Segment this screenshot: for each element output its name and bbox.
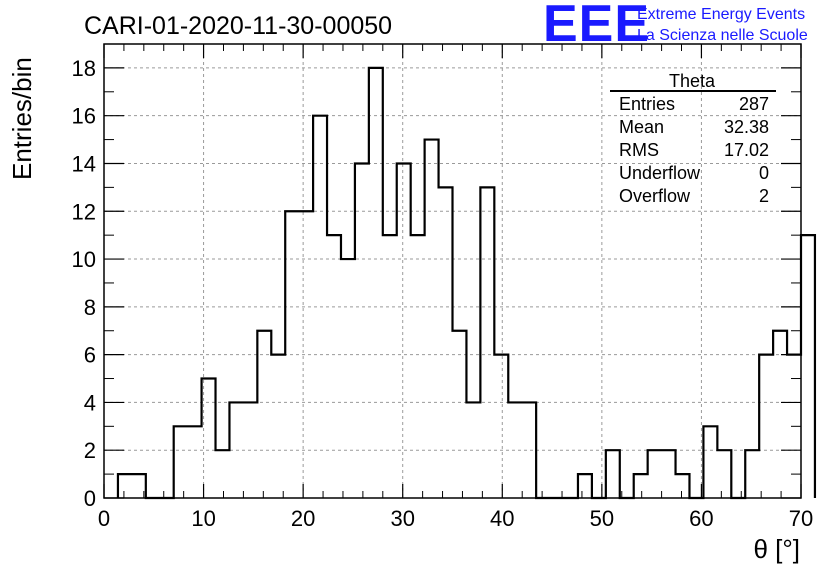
stats-box: Theta Entries 287 Mean 32.38 RMS 17.02 Underfl… [610, 71, 776, 206]
histogram-bin [118, 474, 132, 498]
logo-mark: EEE [543, 0, 650, 53]
stats-value: 2 [759, 186, 769, 206]
histogram-bin [453, 331, 467, 498]
y-axis-title: Entries/bin [7, 57, 37, 180]
histogram-bin [703, 426, 717, 498]
y-tick-label: 18 [72, 56, 96, 81]
y-tick-label: 12 [72, 199, 96, 224]
x-tick-label: 60 [689, 506, 713, 531]
histogram-bin [202, 379, 216, 498]
histogram-bin [773, 331, 787, 498]
histogram-bin [494, 355, 508, 498]
logo-line-1: Extreme Energy Events [637, 6, 805, 23]
stats-value: 17.02 [724, 140, 769, 160]
histogram-bin [745, 450, 759, 498]
histogram-outline [116, 66, 817, 500]
stats-label: RMS [619, 140, 659, 160]
histogram-bin [355, 163, 369, 498]
x-tick-label: 30 [390, 506, 414, 531]
stats-label: Underflow [619, 163, 701, 183]
y-tick-label: 8 [84, 295, 96, 320]
stats-label: Overflow [619, 186, 691, 206]
histogram-bin [397, 163, 411, 498]
histogram-bin [648, 450, 662, 498]
histogram-bin [662, 450, 676, 498]
x-axis-title: θ [°] [753, 534, 800, 564]
histogram-bin [383, 235, 397, 498]
stats-label: Mean [619, 117, 664, 137]
histogram-bin [188, 426, 202, 498]
y-tick-label: 6 [84, 343, 96, 368]
histogram-bin [439, 187, 453, 498]
x-tick-label: 70 [789, 506, 813, 531]
histogram-bin [341, 259, 355, 498]
x-tick-label: 50 [590, 506, 614, 531]
histogram-bin [801, 235, 815, 498]
histogram-bin [676, 474, 690, 498]
histogram-series [116, 66, 817, 500]
stats-value: 0 [759, 163, 769, 183]
histogram-bin [606, 450, 620, 498]
histogram-bin [216, 450, 230, 498]
y-tick-label: 10 [72, 247, 96, 272]
histogram-bin [369, 68, 383, 498]
y-tick-label: 2 [84, 438, 96, 463]
stats-value: 287 [739, 94, 769, 114]
chart-title: CARI-01-2020-11-30-00050 [84, 12, 392, 40]
histogram-bin [271, 355, 285, 498]
histogram-bin [634, 474, 648, 498]
x-tick-label: 0 [98, 506, 110, 531]
stats-title: Theta [669, 71, 716, 91]
histogram-bin [717, 450, 731, 498]
histogram-bin [578, 474, 592, 498]
y-tick-label: 14 [72, 151, 96, 176]
logo-line-2: La Scienza nelle Scuole [637, 27, 808, 44]
histogram-bin [480, 187, 494, 498]
histogram-bin [327, 235, 341, 498]
eee-logo: EEE Extreme Energy Events La Scienza nel… [543, 0, 808, 53]
histogram-bin [174, 426, 188, 498]
stats-label: Entries [619, 94, 675, 114]
histogram-bin [257, 331, 271, 498]
histogram-bin [759, 355, 773, 498]
x-tick-label: 20 [291, 506, 315, 531]
y-tick-label: 0 [84, 486, 96, 511]
x-tick-label: 10 [191, 506, 215, 531]
plot-frame [103, 43, 802, 499]
histogram-bin [425, 140, 439, 498]
histogram-bin [299, 211, 313, 498]
histogram-bin [411, 235, 425, 498]
y-tick-label: 16 [72, 104, 96, 129]
stats-value: 32.38 [724, 117, 769, 137]
x-tick-label: 40 [490, 506, 514, 531]
y-tick-label: 4 [84, 390, 96, 415]
